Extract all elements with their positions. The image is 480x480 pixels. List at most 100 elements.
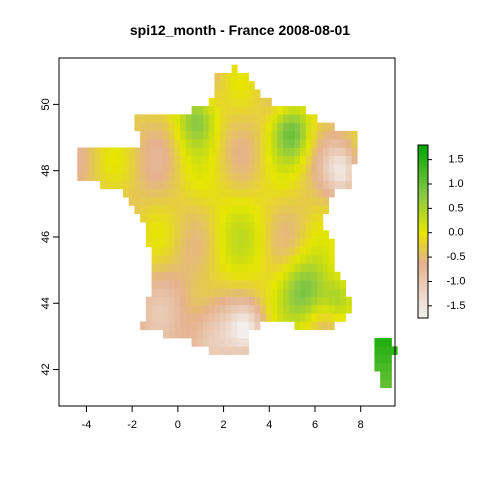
map-cell	[94, 172, 101, 181]
map-cell	[323, 263, 330, 273]
map-cell	[265, 280, 272, 289]
map-cell	[305, 288, 312, 297]
map-cell	[191, 122, 198, 132]
map-cell	[208, 172, 215, 181]
map-cell	[254, 296, 261, 306]
map-cell	[151, 304, 158, 314]
map-cell	[294, 213, 301, 223]
map-cell	[283, 139, 290, 148]
map-cell	[83, 172, 90, 181]
colorbar-frame	[417, 144, 429, 319]
colorbar-swatch	[418, 202, 428, 206]
map-cell	[220, 89, 227, 99]
map-cell	[311, 246, 318, 256]
map-cell	[145, 139, 152, 148]
map-cell	[305, 230, 312, 239]
map-cell	[191, 130, 198, 140]
map-cell	[197, 172, 204, 181]
map-cell	[203, 329, 210, 339]
map-cell	[300, 205, 307, 215]
map-cell	[243, 180, 250, 190]
map-cell	[225, 280, 232, 289]
map-cell	[203, 130, 210, 140]
colorbar-swatch	[418, 150, 428, 155]
map-cell	[265, 255, 272, 264]
map-cell	[220, 296, 227, 306]
map-cell	[271, 106, 278, 115]
map-cell	[231, 346, 238, 355]
map-cell	[300, 230, 307, 239]
map-cell	[317, 321, 324, 331]
map-cell	[163, 288, 170, 297]
map-cell	[305, 246, 312, 256]
colorbar-swatch	[418, 257, 428, 261]
map-cell	[237, 255, 244, 264]
map-cell	[88, 147, 95, 157]
map-cell	[208, 122, 215, 132]
map-cell	[265, 304, 272, 314]
map-cell	[305, 296, 312, 306]
map-cell	[163, 164, 170, 173]
map-cell	[317, 271, 324, 281]
map-cell	[328, 188, 335, 198]
map-cell	[174, 197, 181, 206]
map-cell	[323, 130, 330, 140]
x-tick-label: 0	[175, 419, 181, 431]
map-cell	[277, 313, 284, 322]
map-cell	[254, 155, 261, 165]
map-cell	[180, 114, 187, 123]
map-cell	[185, 213, 192, 223]
map-cell	[208, 280, 215, 289]
map-cell	[208, 338, 215, 347]
map-cell	[288, 222, 295, 231]
map-cell	[334, 271, 341, 281]
map-cell	[265, 213, 272, 223]
map-cell	[237, 180, 244, 190]
map-cell	[197, 288, 204, 297]
map-cell	[168, 263, 175, 273]
map-cell	[248, 197, 255, 206]
map-cell	[220, 271, 227, 281]
colorbar-swatch	[418, 271, 428, 276]
colorbar-swatch	[418, 251, 428, 255]
map-cell	[288, 197, 295, 206]
map-cell	[317, 122, 324, 132]
map-cell	[277, 139, 284, 148]
map-cell	[191, 205, 198, 215]
map-cell	[225, 304, 232, 314]
map-cell	[288, 313, 295, 322]
map-cell	[385, 379, 392, 389]
map-cell	[271, 155, 278, 165]
map-cell	[128, 197, 135, 206]
map-cell	[243, 346, 250, 355]
colorbar-swatch	[418, 240, 428, 244]
map-cell	[254, 263, 261, 273]
map-cell	[237, 197, 244, 206]
map-cell	[214, 155, 221, 165]
map-cell	[168, 188, 175, 198]
map-cell	[283, 313, 290, 322]
map-cell	[203, 172, 210, 181]
map-cell	[208, 271, 215, 281]
map-cell	[334, 296, 341, 306]
map-cell	[294, 263, 301, 273]
map-cell	[288, 106, 295, 115]
map-cell	[203, 263, 210, 273]
colorbar-swatch	[418, 315, 428, 319]
map-cell	[265, 271, 272, 281]
map-cell	[254, 313, 261, 322]
map-cell	[334, 147, 341, 157]
map-cell	[157, 230, 164, 239]
map-cell	[243, 130, 250, 140]
map-cell	[157, 313, 164, 322]
map-cell	[328, 130, 335, 140]
map-cell	[237, 139, 244, 148]
map-cell	[191, 172, 198, 181]
colorbar-swatch	[418, 286, 428, 290]
map-cell	[345, 180, 352, 190]
map-cell	[265, 288, 272, 297]
map-cell	[180, 147, 187, 157]
map-cell	[174, 296, 181, 306]
map-cell	[180, 313, 187, 322]
map-cell	[157, 130, 164, 140]
